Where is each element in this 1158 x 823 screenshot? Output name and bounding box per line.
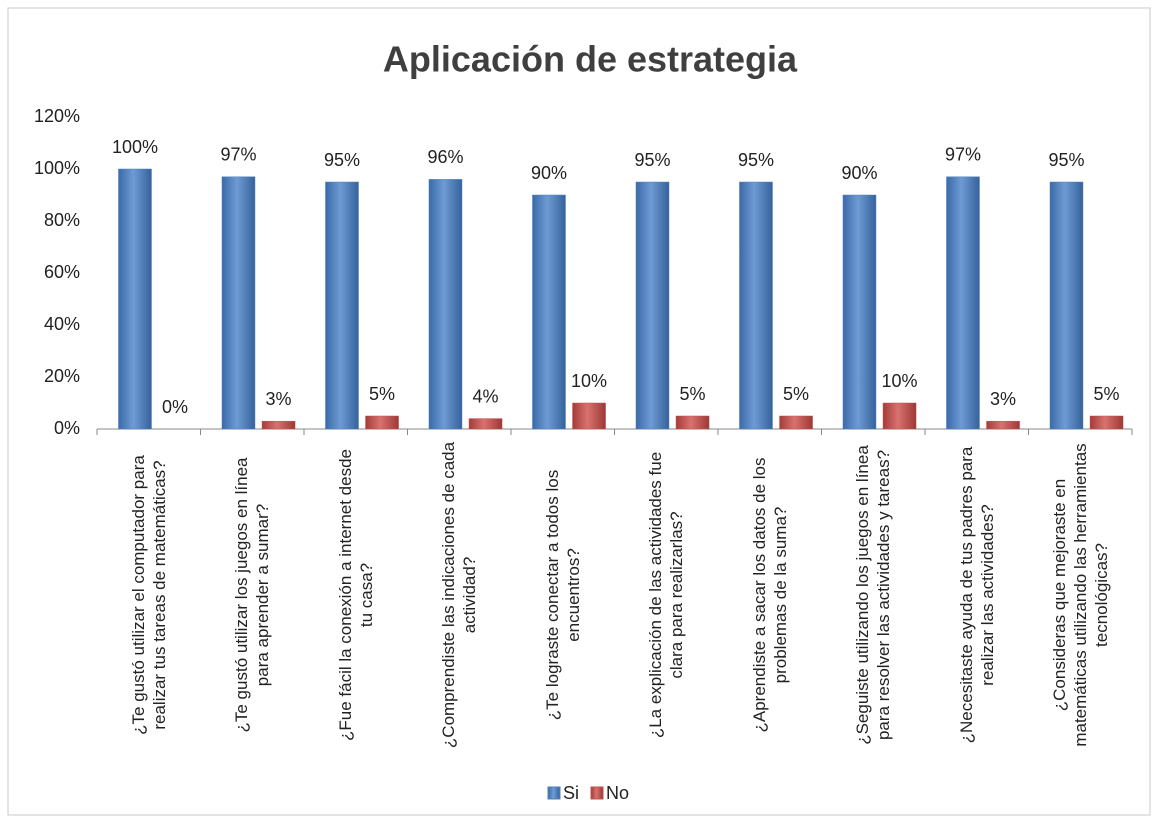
bar [675, 415, 710, 430]
data-label: 100% [112, 137, 158, 157]
legend-marker [590, 786, 604, 800]
bar [572, 402, 606, 430]
bar [221, 176, 256, 430]
y-tick-label: 100% [34, 158, 80, 178]
legend-marker [547, 786, 561, 800]
x-tick-label: ¿Seguiste utilizando los juegos en línea… [853, 445, 894, 745]
data-label: 97% [220, 145, 256, 165]
bar [1089, 415, 1124, 430]
data-label: 90% [531, 163, 567, 183]
data-label: 95% [324, 150, 360, 170]
bar [946, 176, 980, 430]
x-tick-label: ¿Comprendiste las indicaciones de cada a… [439, 441, 480, 749]
y-tick-label: 20% [44, 366, 80, 386]
x-tick-label: ¿Aprendiste a sacar los datos de los pro… [749, 457, 790, 733]
legend-label: Si [563, 783, 579, 803]
data-label: 3% [990, 389, 1016, 409]
bar [739, 181, 773, 430]
x-tick-label: ¿Te lograste conectar a todos los encuen… [542, 469, 583, 721]
bar [986, 420, 1020, 430]
x-tick-label: ¿Fue fácil la conexión a internet desde … [335, 449, 376, 742]
bar [779, 415, 813, 430]
bar [635, 181, 670, 430]
x-tick-label: ¿Te gustó utilizar el computador para re… [128, 455, 169, 735]
data-label: 5% [1094, 384, 1120, 404]
data-label: 97% [945, 145, 981, 165]
bar [261, 420, 296, 430]
bar [428, 179, 463, 430]
data-label: 5% [680, 384, 706, 404]
chart-title: Aplicación de estrategia [383, 39, 798, 80]
x-tick-label: ¿Te gustó utilizar los juegos en línea p… [232, 457, 273, 733]
x-tick-label: ¿La explicación de las actividades fue c… [646, 451, 687, 739]
y-tick-label: 120% [34, 106, 80, 126]
data-label: 0% [162, 397, 188, 417]
y-tick-label: 0% [54, 418, 80, 438]
bar [882, 402, 917, 430]
bar [118, 168, 152, 430]
x-tick-label: ¿Consideras que mejoraste en matemáticas… [1049, 443, 1111, 747]
data-label: 95% [1048, 150, 1084, 170]
data-label: 10% [571, 371, 607, 391]
data-label: 3% [266, 389, 292, 409]
bar [1049, 181, 1084, 430]
y-tick-label: 80% [44, 210, 80, 230]
data-label: 95% [634, 150, 670, 170]
data-label: 95% [738, 150, 774, 170]
data-label: 5% [783, 384, 809, 404]
y-tick-label: 40% [44, 314, 80, 334]
bar [325, 181, 359, 430]
legend-label: No [606, 783, 629, 803]
x-tick-label: ¿Necesitaste ayuda de tus padres para re… [956, 446, 997, 744]
data-label: 5% [369, 384, 395, 404]
bar [365, 415, 399, 430]
y-tick-label: 60% [44, 262, 80, 282]
bar [468, 418, 503, 430]
data-label: 4% [473, 386, 499, 406]
data-label: 10% [882, 371, 918, 391]
bar [842, 194, 877, 430]
bar [532, 194, 566, 430]
data-label: 96% [427, 147, 463, 167]
data-label: 90% [841, 163, 877, 183]
